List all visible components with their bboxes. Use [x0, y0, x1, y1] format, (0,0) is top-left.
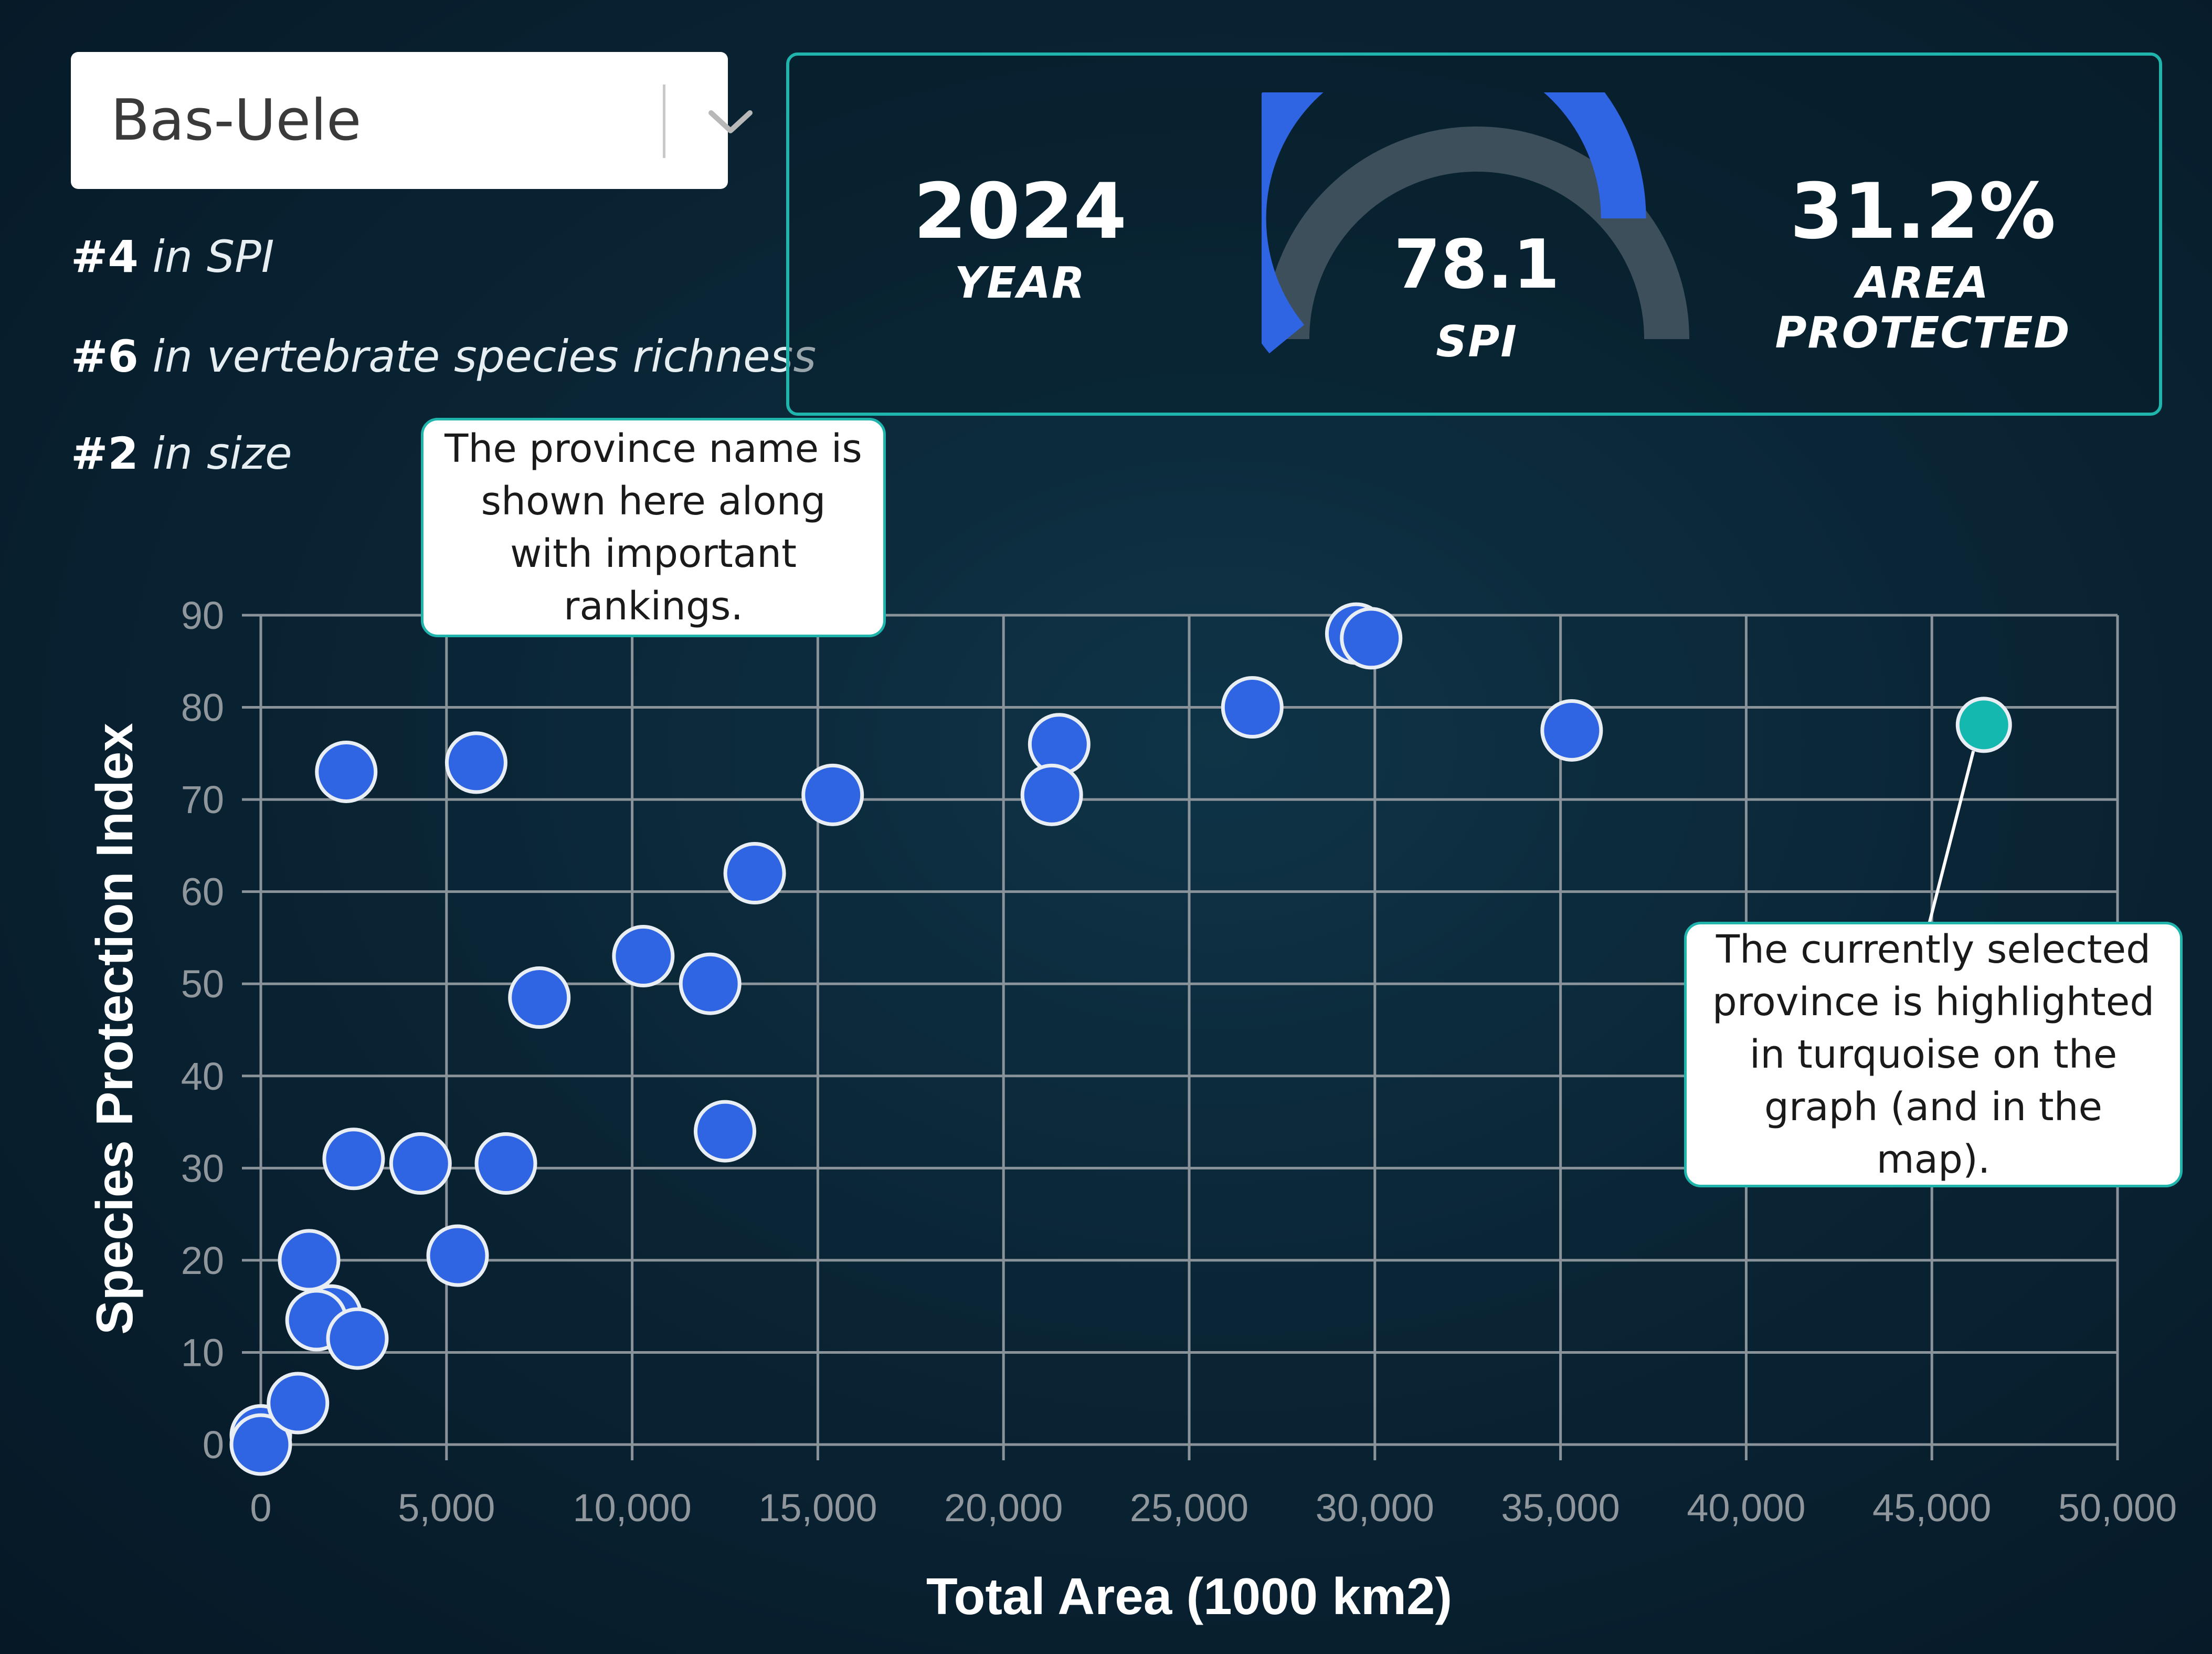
x-tick-label: 25,000	[1130, 1486, 1248, 1530]
ranking-size-rank: #2	[71, 428, 139, 479]
ranking-size-text: in size	[152, 428, 292, 479]
spi-gauge	[1262, 92, 1689, 354]
ranking-size: #2 in size	[71, 428, 292, 479]
x-tick-label: 15,000	[758, 1486, 877, 1530]
area-protected-value: 31.2%	[1790, 167, 2056, 256]
ranking-richness-rank: #6	[71, 331, 139, 382]
y-tick-label: 30	[181, 1146, 224, 1190]
stats-panel: 2024 YEAR 78.1 SPI 31.2% AREA PROTECTED	[786, 52, 2162, 416]
spi-value: 78.1	[1394, 226, 1560, 304]
x-tick-label: 45,000	[1872, 1486, 1991, 1530]
province-point[interactable]	[1020, 763, 1083, 826]
province-dropdown[interactable]: Bas-Uele	[71, 52, 753, 189]
y-tick-label: 10	[181, 1331, 224, 1374]
x-tick-label: 20,000	[944, 1486, 1063, 1530]
province-point[interactable]	[1540, 699, 1603, 762]
province-dropdown-value: Bas-Uele	[111, 88, 362, 153]
province-point[interactable]	[315, 740, 378, 803]
selected-province-callout: The currently selected province is highl…	[1684, 922, 2183, 1187]
ranking-richness: #6 in vertebrate species richness	[71, 331, 816, 382]
province-point[interactable]	[694, 1100, 756, 1163]
selected-province-point[interactable]	[1955, 697, 2012, 753]
province-point[interactable]	[278, 1229, 341, 1292]
x-tick-label: 40,000	[1687, 1486, 1805, 1530]
province-point[interactable]	[723, 842, 786, 905]
province-point[interactable]	[679, 952, 742, 1015]
y-tick-label: 70	[181, 778, 224, 821]
province-point[interactable]	[322, 1128, 385, 1191]
spi-label: SPI	[1436, 317, 1518, 367]
x-tick-label: 50,000	[2058, 1486, 2177, 1530]
province-point[interactable]	[444, 731, 507, 794]
province-point[interactable]	[326, 1307, 389, 1370]
province-point[interactable]	[267, 1372, 330, 1435]
spi-gauge-fill	[1262, 92, 1646, 354]
x-tick-label: 0	[250, 1486, 271, 1530]
province-point[interactable]	[389, 1132, 452, 1195]
y-tick-label: 60	[181, 870, 224, 914]
year-label: YEAR	[955, 258, 1086, 308]
y-tick-label: 90	[181, 594, 224, 637]
province-point[interactable]	[229, 1413, 292, 1476]
province-point[interactable]	[426, 1224, 489, 1287]
y-tick-label: 0	[203, 1423, 224, 1467]
spi-gauge-track	[1264, 127, 1689, 340]
ranking-spi-rank: #4	[71, 231, 139, 282]
y-tick-label: 80	[181, 686, 224, 730]
x-tick-label: 35,000	[1501, 1486, 1620, 1530]
province-point[interactable]	[508, 966, 571, 1029]
ranking-spi: #4 in SPI	[71, 231, 274, 282]
y-tick-label: 20	[181, 1239, 224, 1282]
x-axis-label: Total Area (1000 km2)	[926, 1567, 1452, 1625]
area-protected-label: AREA PROTECTED	[1775, 258, 2071, 358]
rankings-callout: The province name is shown here along wi…	[421, 418, 886, 637]
province-point[interactable]	[474, 1132, 537, 1195]
year-value: 2024	[913, 167, 1127, 256]
y-axis-ticks: 0 10 20 30 40 50 60 70 80 90	[181, 594, 224, 1467]
province-point[interactable]	[612, 925, 675, 988]
y-tick-label: 40	[181, 1055, 224, 1098]
ranking-richness-text: in vertebrate species richness	[152, 331, 817, 382]
rankings-callout-text: The province name is shown here along wi…	[444, 426, 862, 629]
province-point[interactable]	[1340, 607, 1403, 670]
x-tick-label: 10,000	[573, 1486, 691, 1530]
y-axis-label: Species Protection Index	[86, 723, 143, 1334]
province-point[interactable]	[1221, 676, 1284, 739]
ranking-spi-text: in SPI	[152, 231, 274, 282]
province-point[interactable]	[801, 763, 864, 826]
y-tick-label: 50	[181, 962, 224, 1006]
data-points	[229, 602, 2012, 1476]
selected-province-callout-text: The currently selected province is highl…	[1712, 927, 2155, 1182]
x-tick-label: 5,000	[398, 1486, 495, 1530]
dropdown-separator	[663, 85, 665, 158]
callout-pointer-line	[1928, 751, 1975, 924]
x-tick-label: 30,000	[1316, 1486, 1434, 1530]
x-axis-ticks: 0 5,000 10,000 15,000 20,000 25,000 30,000 35,0…	[250, 1486, 2177, 1530]
chevron-down-icon[interactable]	[707, 109, 754, 135]
